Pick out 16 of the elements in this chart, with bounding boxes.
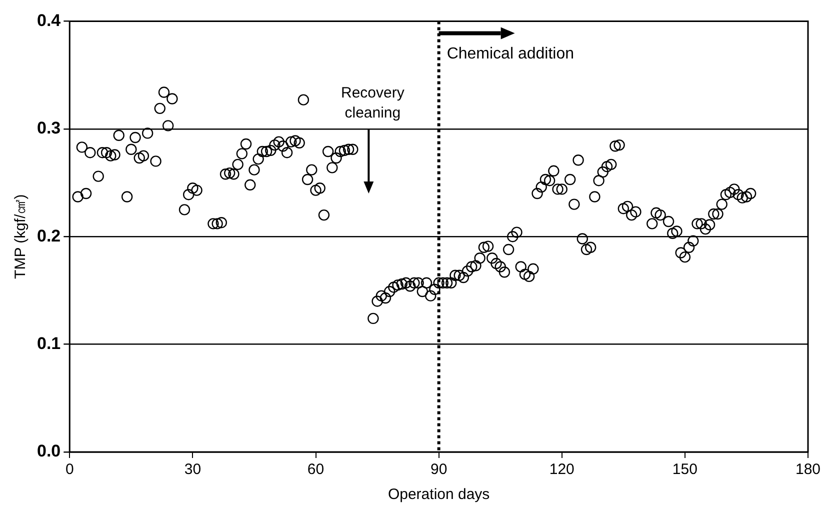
y-tick-label: 0.4	[36, 10, 62, 30]
x-tick-label: 90	[430, 461, 448, 478]
x-tick-label: 150	[672, 461, 698, 478]
x-tick-label: 180	[795, 461, 821, 478]
x-tick-label: 60	[307, 461, 324, 478]
x-axis-title: Operation days	[388, 486, 490, 504]
ref-line-label: Chemical addition	[446, 46, 574, 63]
y-tick-label: 0.1	[36, 334, 61, 353]
annotation: Recovery cleaning	[340, 84, 405, 122]
y-tick-label: 0.0	[36, 442, 61, 461]
x-tick-label: 30	[184, 461, 202, 478]
x-tick-label: 120	[549, 461, 574, 478]
y-axis-title: TMP (kgf/㎠)	[12, 194, 30, 279]
y-tick-label: 0.2	[36, 226, 61, 246]
x-tick-label: 0	[65, 461, 74, 478]
y-tick-label: 0.3	[36, 118, 61, 138]
